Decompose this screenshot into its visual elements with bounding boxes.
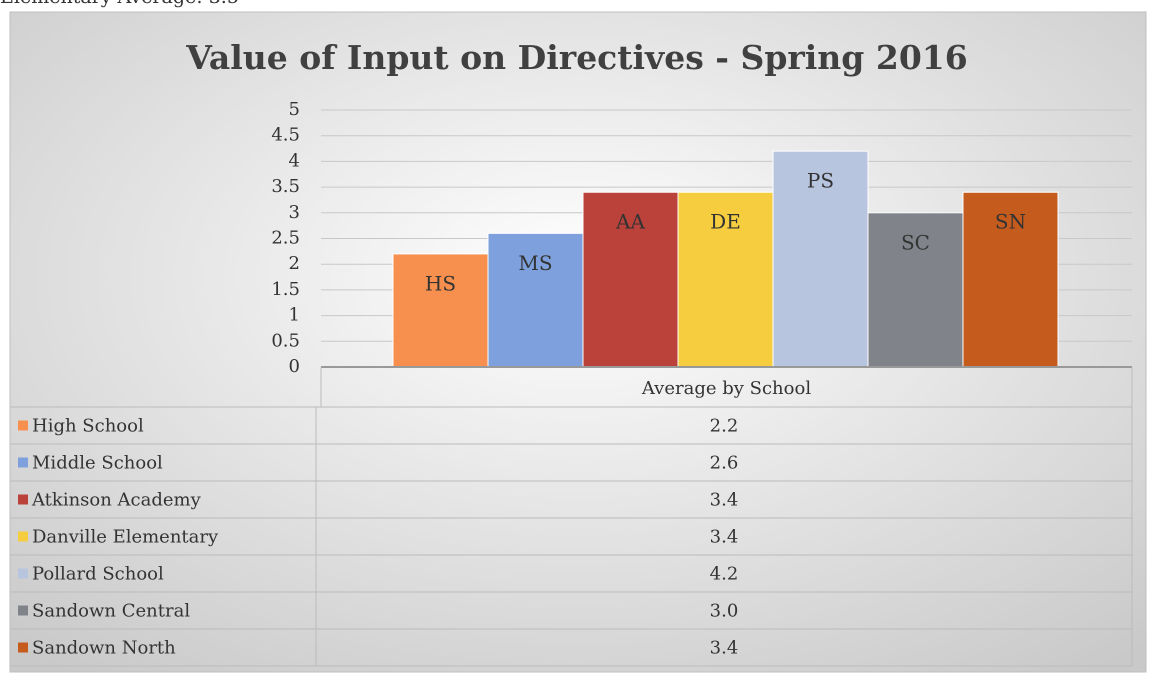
legend-swatch <box>18 420 28 431</box>
legend-swatch <box>18 568 28 579</box>
bar-label: AA <box>615 210 645 234</box>
bar <box>677 191 774 368</box>
bar-label: SN <box>995 210 1026 234</box>
legend-label: Sandown Central <box>32 601 190 622</box>
legend-swatch <box>18 642 28 653</box>
table-value: 3.4 <box>710 638 739 659</box>
bar <box>582 191 679 368</box>
legend-swatch <box>18 494 28 505</box>
bar <box>962 191 1059 368</box>
y-tick-label: 4.5 <box>271 125 300 146</box>
y-tick-label: 4 <box>289 150 300 171</box>
table-value: 2.6 <box>710 453 739 474</box>
legend-label: Atkinson Academy <box>31 490 202 511</box>
legend-label: Sandown North <box>32 638 176 659</box>
y-tick-label: 5 <box>289 99 300 120</box>
y-tick-label: 1.5 <box>271 279 300 300</box>
chart-title: Value of Input on Directives - Spring 20… <box>185 38 967 77</box>
legend-swatch <box>18 457 28 468</box>
bar <box>392 253 489 368</box>
legend-label: High School <box>32 416 144 437</box>
note: Elementary Average: 3.5 <box>0 0 239 8</box>
bar-label: HS <box>425 271 456 295</box>
bar <box>867 212 964 368</box>
legend-swatch <box>18 605 28 616</box>
legend-label: Middle School <box>32 453 163 474</box>
bar <box>487 232 584 368</box>
bar-label: MS <box>518 251 552 275</box>
bar <box>772 150 869 368</box>
y-tick-label: 0 <box>289 356 300 377</box>
category-label: Average by School <box>641 378 811 399</box>
y-tick-label: 3 <box>289 202 300 223</box>
legend-label: Danville Elementary <box>32 527 219 548</box>
table-value: 4.2 <box>710 564 739 585</box>
y-tick-label: 1 <box>289 305 300 326</box>
legend-label: Pollard School <box>32 564 164 585</box>
y-tick-label: 3.5 <box>271 176 300 197</box>
table-value: 2.2 <box>710 416 739 437</box>
table-value: 3.4 <box>710 490 739 511</box>
bar-label: DE <box>710 210 741 234</box>
y-tick-label: 2.5 <box>271 228 300 249</box>
table-value: 3.4 <box>710 527 739 548</box>
y-tick-label: 2 <box>289 253 300 274</box>
table-value: 3.0 <box>710 601 739 622</box>
y-tick-label: 0.5 <box>271 330 300 351</box>
bar-label: SC <box>901 230 930 254</box>
legend-swatch <box>18 531 28 542</box>
bar-label: PS <box>807 169 834 193</box>
